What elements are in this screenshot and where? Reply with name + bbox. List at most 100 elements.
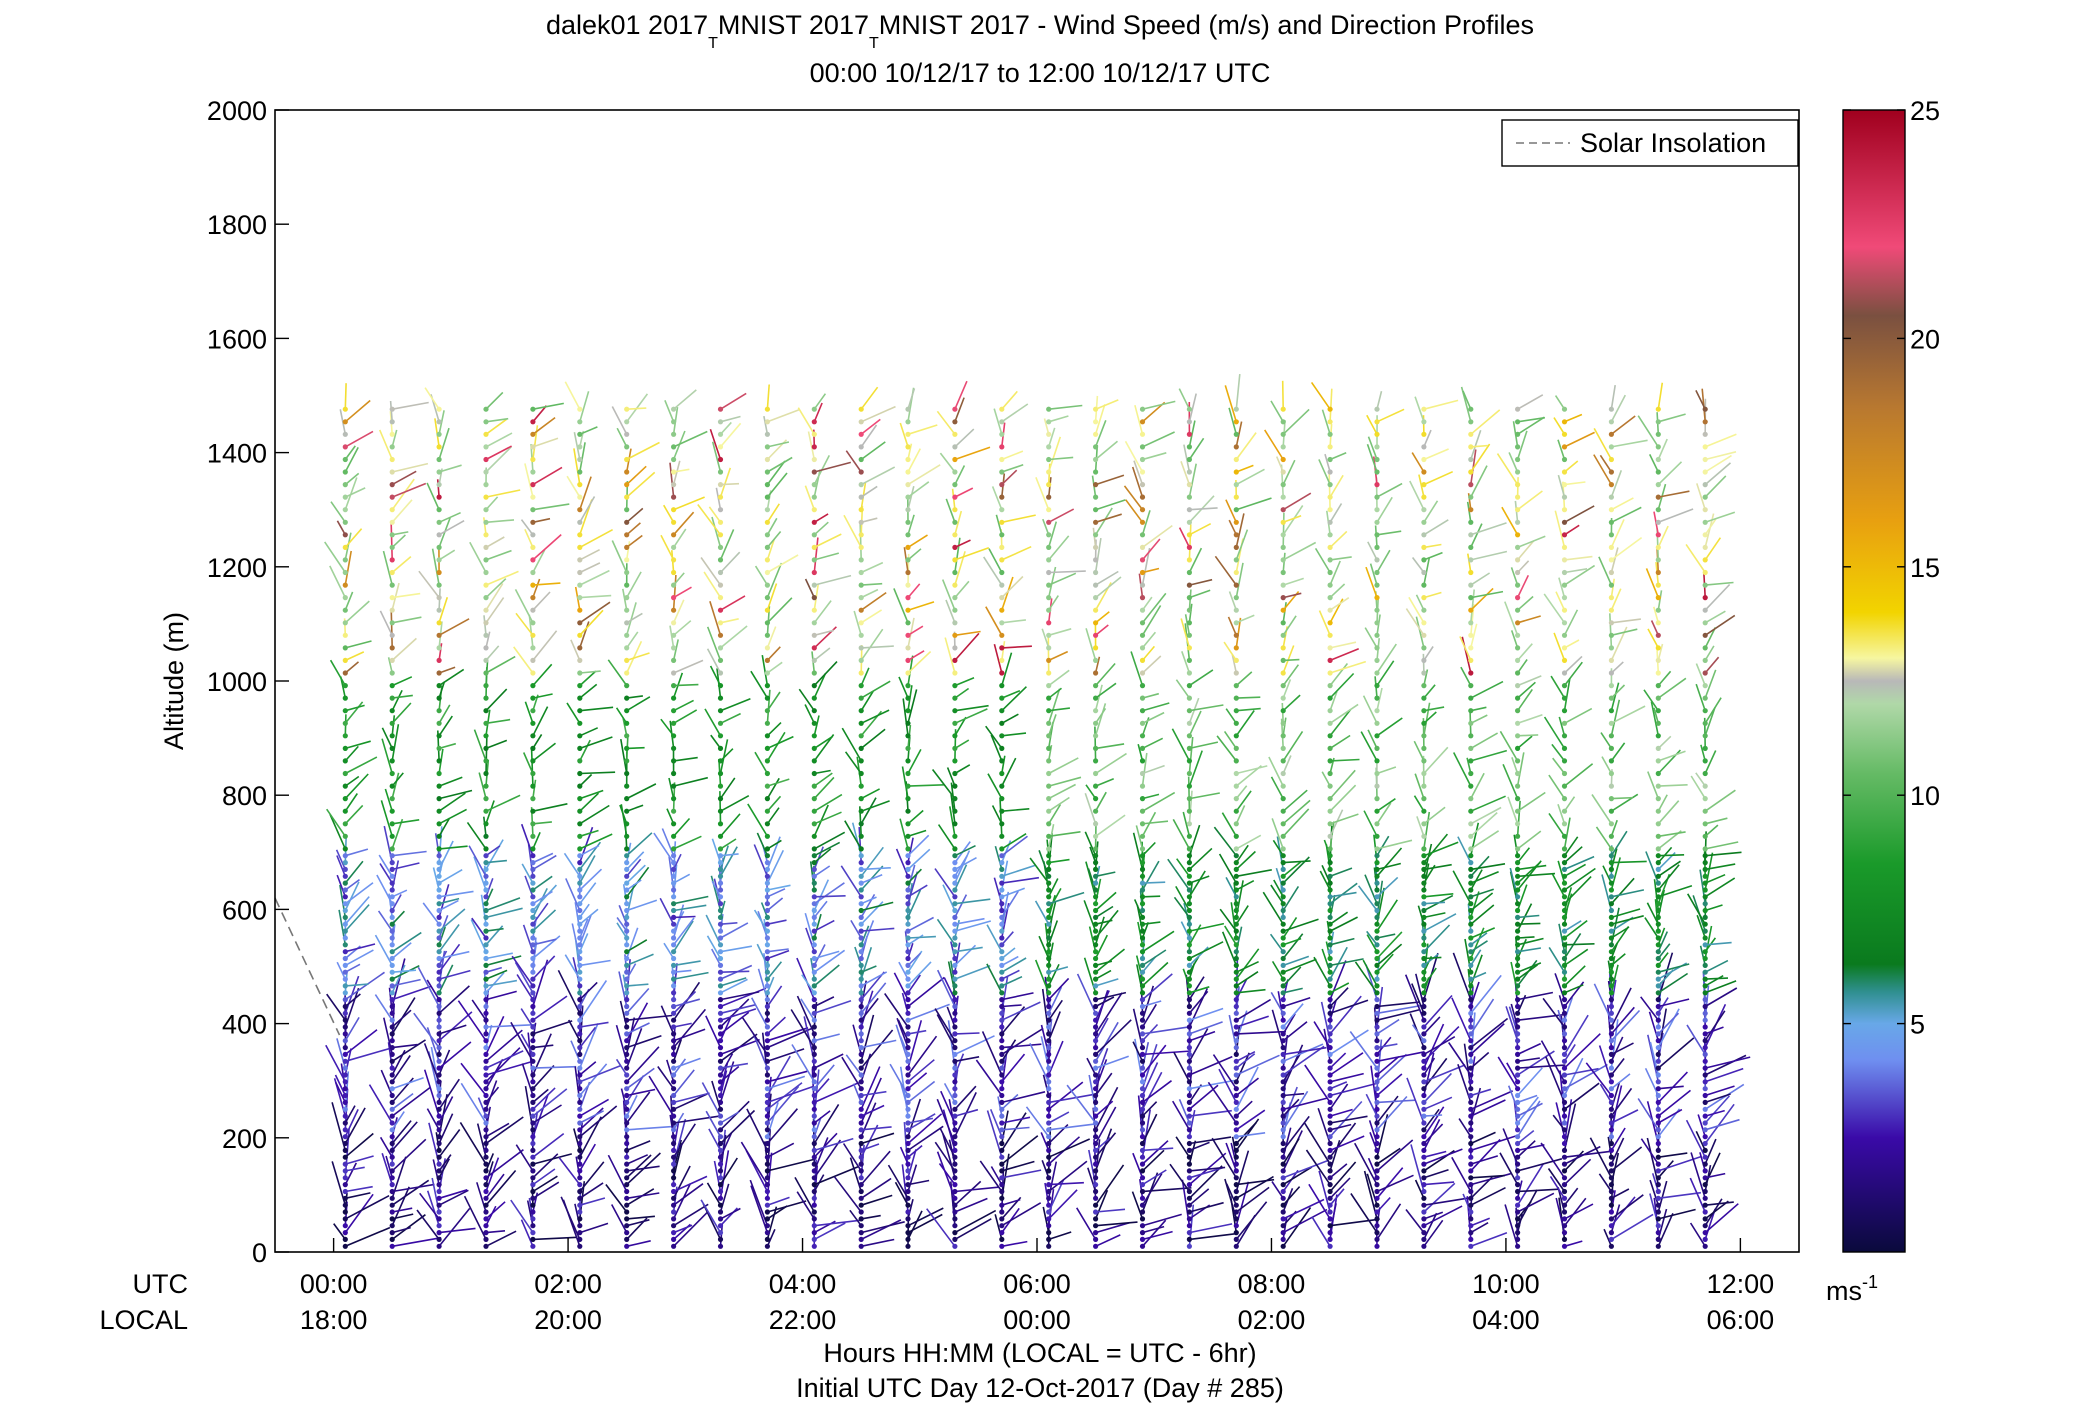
- wind-barb: [1235, 834, 1262, 850]
- wind-barb: [419, 1192, 440, 1220]
- wind-point: [1468, 1051, 1474, 1057]
- wind-point: [811, 969, 817, 975]
- wind-point: [1233, 1243, 1239, 1249]
- wind-point: [1233, 695, 1239, 701]
- wind-point: [1515, 901, 1521, 907]
- wind-barb: [766, 722, 782, 737]
- wind-point: [764, 657, 771, 664]
- wind-point: [1139, 821, 1146, 827]
- wind-barb: [1095, 960, 1113, 967]
- wind-point: [1093, 770, 1099, 777]
- wind-barb: [1318, 610, 1331, 636]
- wind-point: [1093, 645, 1099, 651]
- wind-point: [530, 1079, 536, 1085]
- wind-point: [1233, 962, 1239, 969]
- wind-barb: [626, 899, 658, 912]
- wind-barb: [1270, 992, 1284, 1014]
- wind-point: [1374, 901, 1380, 907]
- wind-barb: [813, 944, 826, 966]
- wind-barb: [379, 1136, 393, 1158]
- wind-point: [1468, 708, 1474, 714]
- wind-point: [952, 1099, 958, 1105]
- wind-barb: [1376, 391, 1383, 410]
- wind-point: [764, 745, 771, 752]
- wind-point: [671, 657, 677, 664]
- wind-barb: [1236, 1132, 1266, 1138]
- wind-point: [717, 1031, 724, 1037]
- wind-point: [811, 569, 817, 576]
- wind-point: [436, 1051, 442, 1057]
- wind-barb: [1470, 981, 1480, 1007]
- wind-point: [389, 683, 395, 689]
- wind-point: [342, 860, 348, 866]
- wind-barb: [673, 683, 699, 687]
- wind-point: [1280, 1134, 1286, 1140]
- wind-point: [671, 758, 677, 764]
- wind-barb: [1470, 706, 1487, 712]
- wind-barb: [532, 534, 562, 561]
- wind-point: [1139, 962, 1146, 969]
- wind-point: [1233, 532, 1239, 538]
- wind-barb: [939, 452, 956, 473]
- wind-barb: [579, 391, 590, 423]
- wind-barb: [611, 406, 628, 435]
- wind-barb: [673, 776, 708, 787]
- wind-barb: [1282, 789, 1308, 812]
- wind-point: [1186, 620, 1192, 626]
- wind-barb: [884, 993, 909, 1028]
- wind-barb: [1423, 429, 1432, 448]
- wind-barb: [1141, 596, 1153, 611]
- wind-barb: [897, 1019, 909, 1042]
- wind-point: [1233, 1010, 1239, 1016]
- wind-barb: [1001, 833, 1027, 850]
- wind-point: [1421, 733, 1427, 739]
- wind-point: [624, 1017, 630, 1023]
- wind-point: [1280, 582, 1286, 588]
- wind-barb: [1470, 623, 1478, 649]
- wind-barb: [814, 1219, 863, 1227]
- wind-barb: [860, 424, 878, 448]
- wind-barb: [860, 1077, 882, 1124]
- wind-point: [999, 808, 1005, 814]
- wind-point: [811, 1024, 817, 1030]
- wind-barb: [1329, 583, 1346, 599]
- wind-barb: [573, 1128, 581, 1151]
- wind-barb: [392, 978, 421, 987]
- wind-point: [1561, 901, 1568, 907]
- wind-point: [1327, 949, 1333, 955]
- wind-point: [530, 880, 536, 886]
- wind-point: [1374, 519, 1380, 525]
- wind-barb: [438, 715, 453, 737]
- wind-point: [952, 1086, 958, 1092]
- wind-barb: [954, 1085, 977, 1110]
- wind-point: [1093, 821, 1099, 827]
- wind-barb: [1048, 570, 1086, 574]
- wind-barb: [936, 918, 956, 946]
- wind-point: [1468, 620, 1474, 626]
- wind-point: [811, 582, 817, 588]
- wind-point: [764, 887, 771, 893]
- wind-barb: [391, 1186, 410, 1227]
- wind-barb: [705, 1015, 722, 1048]
- wind-point: [1186, 928, 1192, 934]
- wind-barb: [532, 1175, 558, 1193]
- wind-barb: [1423, 1114, 1443, 1117]
- wind-barb: [566, 702, 581, 724]
- wind-point: [1280, 1209, 1286, 1215]
- wind-barb: [1042, 1206, 1050, 1233]
- wind-barb: [1329, 882, 1358, 905]
- wind-barb: [1329, 663, 1349, 687]
- wind-point: [858, 607, 864, 613]
- wind-point: [717, 1216, 724, 1222]
- wind-barb: [860, 1066, 881, 1110]
- wind-point: [436, 1079, 442, 1085]
- wind-point: [1186, 1051, 1192, 1057]
- wind-barb: [345, 848, 369, 857]
- wind-barb: [1132, 1041, 1144, 1062]
- wind-point: [717, 1017, 724, 1023]
- wind-barb: [424, 387, 440, 410]
- wind-point: [1280, 683, 1286, 689]
- wind-barb: [336, 855, 347, 877]
- wind-point: [671, 860, 677, 866]
- wind-point: [999, 1216, 1005, 1222]
